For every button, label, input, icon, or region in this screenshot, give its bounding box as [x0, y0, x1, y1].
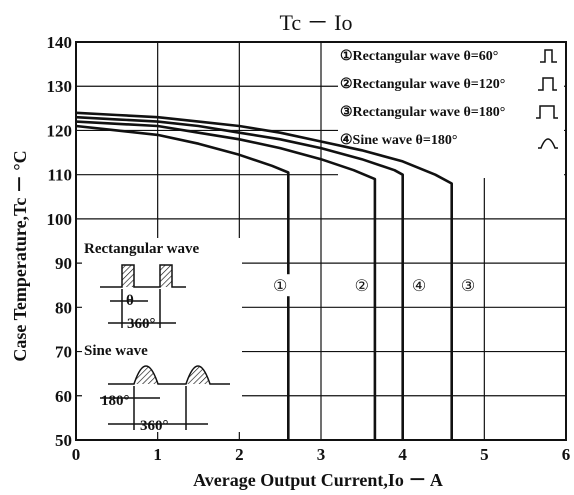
rect-wave-label: Rectangular wave — [84, 241, 199, 257]
legend-entry-label: ③Rectangular wave θ=180° — [340, 105, 505, 120]
series-line-3 — [75, 115, 404, 440]
rect-pulse-narrow-icon — [540, 49, 557, 63]
series-marker-label: ① — [273, 278, 287, 295]
legend-entry-label: ④Sine wave θ=180° — [340, 133, 457, 148]
tick-labels: 0 1 2 3 4 5 6 50 60 70 80 90 100 110 120 130 140 — [47, 33, 571, 464]
chart-title: Tc － Io — [280, 10, 353, 35]
sine-wave-inset: Sine wave 180° 360° — [84, 343, 230, 434]
series-line-1 — [75, 124, 290, 440]
sine-wave-hatch-2 — [186, 366, 210, 384]
x-tick-label: 6 — [562, 445, 571, 464]
y-tick-label: 60 — [55, 387, 72, 406]
x-tick-label: 1 — [153, 445, 162, 464]
sine-wave-label: Sine wave — [84, 343, 148, 359]
series-marker-bg — [351, 274, 372, 297]
series-marker-label: ④ — [412, 278, 426, 295]
rect-wave-hatch-1 — [122, 265, 134, 287]
series-line-2 — [75, 120, 377, 440]
series-markers: ① ② ④ ③ — [270, 274, 478, 297]
y-tick-label: 140 — [47, 33, 73, 52]
y-tick-label: 120 — [47, 121, 73, 140]
x-tick-label: 3 — [317, 445, 326, 464]
y-axis-label: Case Temperature,Tc － °C — [10, 150, 30, 361]
x-tick-label: 2 — [235, 445, 244, 464]
legend: ①Rectangular wave θ=60° ②Rectangular wave… — [340, 49, 558, 149]
x-axis-label: Average Output Current,Io － A — [193, 470, 443, 490]
rect-wave-inset: Rectangular wave θ 360° — [84, 241, 199, 332]
series-marker-label: ② — [355, 278, 369, 295]
y-tick-label: 80 — [55, 298, 72, 317]
legend-entry-label: ②Rectangular wave θ=120° — [340, 77, 505, 92]
y-tick-label: 90 — [55, 254, 72, 273]
sine-wave-hatch-1 — [134, 366, 158, 384]
series-marker-bg — [458, 274, 478, 297]
rect-theta-label: θ — [126, 293, 134, 309]
series-marker-bg — [270, 274, 291, 297]
legend-entry-label: ①Rectangular wave θ=60° — [340, 49, 498, 64]
y-tick-label: 110 — [47, 166, 72, 185]
x-tick-label: 0 — [72, 445, 81, 464]
rect-pulse-wide-icon — [536, 105, 558, 119]
series-line-4 — [75, 111, 453, 440]
y-tick-label: 70 — [55, 343, 72, 362]
series-curves — [75, 111, 453, 440]
rect-period-label: 360° — [127, 316, 156, 332]
y-tick-label: 130 — [47, 77, 73, 96]
sine-theta-label: 180° — [101, 393, 130, 409]
sine-pulse-icon — [538, 138, 558, 149]
y-tick-label: 100 — [47, 210, 73, 229]
rect-pulse-medium-icon — [538, 77, 557, 91]
y-tick-label: 50 — [55, 431, 72, 450]
x-tick-label: 5 — [480, 445, 489, 464]
rect-wave-hatch-2 — [160, 265, 172, 287]
series-marker-label: ③ — [461, 278, 475, 295]
x-tick-label: 4 — [398, 445, 407, 464]
sine-period-label: 360° — [140, 418, 169, 434]
series-marker-bg — [409, 274, 429, 297]
plot-frame — [75, 41, 567, 441]
